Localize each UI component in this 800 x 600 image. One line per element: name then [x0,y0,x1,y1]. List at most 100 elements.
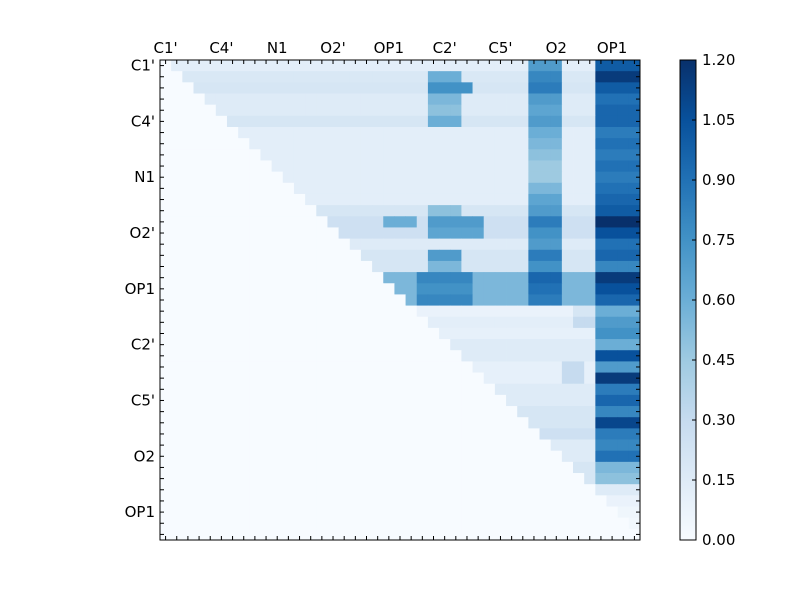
heatmap-cell [628,115,641,128]
heatmap-cell [360,450,373,463]
heatmap-cell [494,339,507,351]
heatmap-cell [494,71,507,83]
heatmap-cell [450,305,462,318]
heatmap-cell [561,216,574,228]
heatmap-cell [160,260,172,273]
heatmap-cell [606,394,619,407]
heatmap-cell [271,238,284,251]
heatmap-cell [338,238,351,251]
heatmap-cell [494,160,507,173]
heatmap-cell [327,182,339,195]
heatmap-cell [628,216,641,228]
heatmap-cell [617,115,630,128]
heatmap-cell [394,138,406,150]
heatmap-cell [349,71,362,83]
heatmap-cell [160,82,172,94]
heatmap-cell [561,339,574,351]
heatmap-cell [472,327,485,340]
heatmap-cell [238,283,250,295]
heatmap-cell [405,327,418,340]
heatmap-cell [427,517,440,530]
heatmap-cell [293,506,306,519]
heatmap-cell [439,82,451,94]
heatmap-cell [573,115,585,128]
heatmap-cell [416,417,429,429]
heatmap-cell [573,439,585,452]
heatmap-cell [182,60,194,72]
heatmap-cell [550,227,563,239]
heatmap-cell [372,260,384,273]
heatmap-cell [282,484,295,496]
heatmap-cell [517,495,529,507]
heatmap-cell [573,205,585,217]
heatmap-cell [450,115,462,128]
heatmap-cell [171,406,183,418]
heatmap-cell [327,249,339,262]
heatmap-cell [360,160,373,173]
heatmap-cell [427,506,440,519]
heatmap-cell [215,428,228,440]
heatmap-cell [293,517,306,530]
heatmap-cell [271,160,284,173]
heatmap-cell [405,417,418,429]
heatmap-cell [271,484,284,496]
heatmap-cell [316,138,328,150]
heatmap-cell [606,71,619,83]
heatmap-cell [606,205,619,217]
heatmap-cell [360,327,373,340]
heatmap-cell [160,160,172,173]
y-tick-label: O2 [134,447,155,465]
heatmap-cell [472,350,485,362]
heatmap-cell [182,104,194,117]
heatmap-cell [383,138,395,150]
heatmap-cell [606,461,619,474]
heatmap-cell [226,283,239,295]
heatmap-cell [494,272,507,284]
heatmap-cell [439,339,451,351]
heatmap-cell [394,93,406,106]
heatmap-cell [439,305,451,318]
heatmap-cell [338,216,351,228]
heatmap-cell [204,149,217,161]
heatmap-cell [238,138,250,150]
heatmap-cell [472,126,485,139]
heatmap-cell [360,193,373,206]
heatmap-cell [360,82,373,94]
heatmap-cell [305,149,317,161]
heatmap-cell [260,216,273,228]
heatmap-cell [271,327,284,340]
heatmap-cell [606,439,619,452]
heatmap-cell [550,238,563,251]
heatmap-cell [517,316,529,329]
heatmap-cell [193,126,206,139]
heatmap-cell [472,60,485,72]
heatmap-cell [439,160,451,173]
heatmap-cell [215,327,228,340]
heatmap-cell [383,339,395,351]
heatmap-cell [394,160,406,173]
heatmap-cell [394,383,406,396]
heatmap-cell [193,104,206,117]
heatmap-cell [327,484,339,496]
heatmap-cell [372,417,384,429]
heatmap-cell [617,238,630,251]
heatmap-cell [427,372,440,385]
heatmap-cell [595,361,607,373]
heatmap-cell [573,316,585,329]
heatmap-cell [595,528,607,541]
heatmap-cell [483,506,496,519]
heatmap-cell [305,316,317,329]
heatmap-cell [439,149,451,161]
heatmap-cell [517,82,529,94]
heatmap-cell [383,126,395,139]
heatmap-cell [506,182,518,195]
heatmap-cell [383,517,395,530]
heatmap-cell [628,294,641,306]
heatmap-cell [494,227,507,239]
heatmap-cell [282,238,295,251]
heatmap-cell [260,473,273,485]
heatmap-cell [238,528,250,541]
heatmap-cell [606,294,619,306]
heatmap-cell [606,82,619,94]
heatmap-cell [182,115,194,128]
